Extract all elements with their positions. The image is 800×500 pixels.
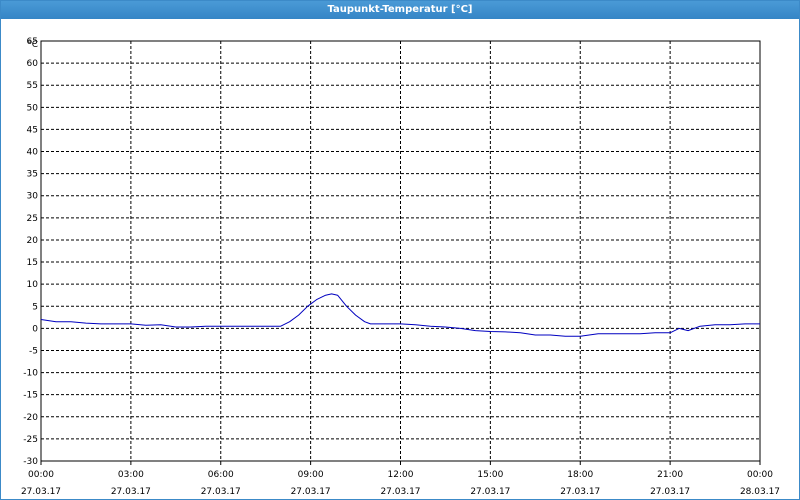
y-tick-label: -5 xyxy=(29,346,38,356)
y-tick-label: 10 xyxy=(27,280,39,290)
y-tick-label: -15 xyxy=(23,391,38,401)
y-tick-label: -25 xyxy=(23,435,38,445)
y-tick-label: 65 xyxy=(27,37,38,47)
y-tick-label: 5 xyxy=(32,302,38,312)
x-tick-date-label: 27.03.17 xyxy=(380,487,420,497)
x-tick-time-label: 18:00 xyxy=(567,470,593,480)
plot-frame xyxy=(40,40,761,462)
window-title: Taupunkt-Temperatur [°C] xyxy=(1,1,799,19)
x-tick-time-label: 06:00 xyxy=(208,470,234,480)
x-tick-date-label: 27.03.17 xyxy=(560,487,600,497)
y-tick-label: -30 xyxy=(23,457,38,467)
x-tick-date-label: 27.03.17 xyxy=(291,487,331,497)
y-tick-label: 45 xyxy=(27,125,38,135)
y-tick-label: 15 xyxy=(27,258,38,268)
y-tick-label: 0 xyxy=(32,324,38,334)
x-tick-time-label: 21:00 xyxy=(657,470,683,480)
y-axis-unit-label: °C xyxy=(27,40,38,50)
y-tick-label: 60 xyxy=(27,59,39,69)
x-tick-time-label: 09:00 xyxy=(298,470,324,480)
x-tick-date-label: 27.03.17 xyxy=(470,487,510,497)
y-tick-label: -10 xyxy=(23,369,38,379)
y-tick-label: 50 xyxy=(27,103,39,113)
y-tick-label: 40 xyxy=(27,148,39,158)
series-line xyxy=(40,293,760,337)
y-tick-label: 55 xyxy=(27,81,38,91)
x-tick-date-label: 27.03.17 xyxy=(21,487,61,497)
x-tick-time-label: 15:00 xyxy=(477,470,503,480)
x-tick-time-label: 00:00 xyxy=(28,470,54,480)
y-tick-label: 25 xyxy=(27,214,38,224)
y-tick-label: -20 xyxy=(23,413,38,423)
x-tick-time-label: 12:00 xyxy=(388,470,414,480)
x-tick-date-label: 28.03.17 xyxy=(740,487,780,497)
y-tick-label: 35 xyxy=(27,170,38,180)
x-tick-time-label: 03:00 xyxy=(118,470,144,480)
x-tick-time-label: 00:00 xyxy=(747,470,773,480)
x-tick-date-label: 27.03.17 xyxy=(111,487,151,497)
x-tick-date-label: 27.03.17 xyxy=(650,487,690,497)
y-tick-label: 20 xyxy=(27,236,39,246)
x-tick-date-label: 27.03.17 xyxy=(201,487,241,497)
y-tick-label: 30 xyxy=(27,192,39,202)
